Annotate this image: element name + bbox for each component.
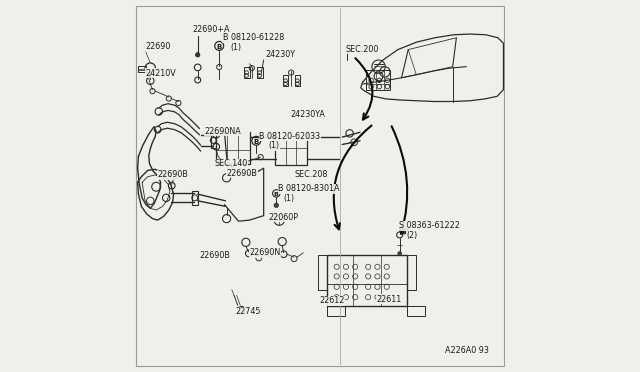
Bar (366, 70, 390, 90)
Text: 22690B: 22690B (227, 169, 257, 178)
Text: S 08363-61222: S 08363-61222 (399, 221, 460, 231)
Circle shape (398, 251, 401, 255)
Circle shape (274, 203, 278, 208)
Text: 22690NA: 22690NA (204, 127, 241, 136)
Text: 22611: 22611 (376, 295, 401, 304)
Text: (1): (1) (230, 43, 241, 52)
Text: SEC.200: SEC.200 (345, 45, 379, 54)
Text: (1): (1) (283, 194, 294, 203)
Text: B: B (216, 44, 222, 50)
Text: SEC.208: SEC.208 (294, 170, 328, 179)
Text: B 08120-62033: B 08120-62033 (259, 132, 321, 141)
Text: 22690B: 22690B (200, 251, 230, 260)
Text: (1): (1) (268, 141, 279, 150)
Bar (192, 191, 198, 205)
Text: A226A0 93: A226A0 93 (445, 346, 489, 355)
Text: 22690: 22690 (145, 42, 170, 51)
Text: B 08120-8301A: B 08120-8301A (278, 185, 340, 193)
Bar (328, 306, 345, 317)
Bar (211, 133, 216, 148)
Text: 22060P: 22060P (268, 212, 298, 222)
Text: B: B (274, 192, 278, 197)
Text: 22690+A: 22690+A (192, 25, 230, 34)
Bar (407, 306, 425, 317)
Text: 22690N: 22690N (250, 248, 281, 257)
Bar (328, 254, 407, 307)
Text: S: S (401, 228, 406, 234)
Bar (295, 75, 300, 86)
Text: 24230YA: 24230YA (291, 110, 325, 119)
Text: 24230Y: 24230Y (265, 50, 295, 59)
Text: 22690B: 22690B (157, 170, 188, 179)
Bar (283, 75, 289, 86)
Text: B 08120-61228: B 08120-61228 (223, 33, 284, 42)
Text: 24210V: 24210V (146, 69, 177, 78)
Text: 22612: 22612 (319, 296, 344, 305)
Text: 22745: 22745 (236, 307, 261, 317)
Text: B: B (253, 139, 259, 145)
Circle shape (195, 52, 200, 57)
Bar (244, 67, 250, 78)
Text: SEC.140: SEC.140 (214, 159, 247, 168)
Text: (2): (2) (406, 231, 417, 240)
Bar (138, 66, 146, 72)
Bar (257, 67, 262, 78)
